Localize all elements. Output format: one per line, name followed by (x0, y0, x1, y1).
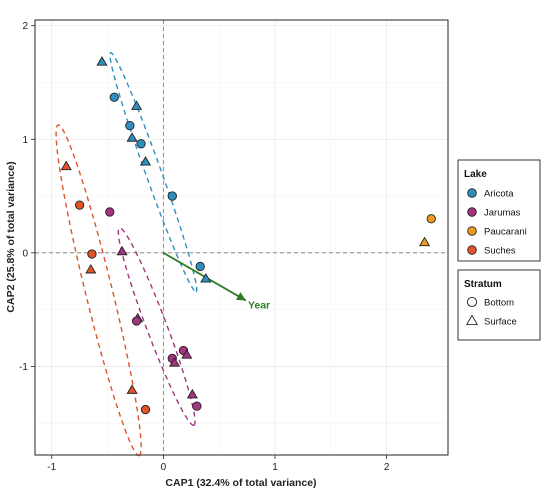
ellipse-aricota (109, 51, 198, 293)
legend-key-paucarani (467, 226, 477, 236)
ellipse-jarumas (117, 227, 196, 427)
point-aricota-bottom (167, 191, 177, 201)
legend-stratum: Stratum Bottom Surface (457, 269, 541, 341)
legend-label-paucarani: Paucarani (484, 227, 527, 238)
x-axis-title: CAP1 (32.4% of total variance) (165, 477, 316, 489)
legend-label-surface: Surface (484, 317, 517, 328)
point-aricota-surface (96, 56, 108, 66)
point-suches-surface (126, 384, 138, 394)
plot-panel (34, 19, 449, 456)
y-tick-label: 1 (22, 135, 28, 146)
x-tick-label: 0 (161, 462, 167, 473)
reference-lines (35, 20, 448, 455)
legend-label-suches: Suches (484, 246, 516, 257)
legend-lake-items: Aricota Jarumas Paucarani Suches (467, 188, 527, 257)
legend-key-aricota (467, 188, 477, 198)
legend-lake: Lake Aricota Jarumas Paucarani Suches (457, 159, 541, 262)
legend-label-aricota: Aricota (484, 189, 514, 200)
legend-key-jarumas (467, 207, 477, 217)
legend-lake-title: Lake (464, 169, 487, 180)
point-suches-surface (60, 160, 72, 171)
point-jarumas-surface (186, 388, 198, 399)
y-axis-title: CAP2 (25.8% of total variance) (5, 161, 17, 312)
legend-stratum-title: Stratum (464, 279, 502, 290)
point-suches-surface (85, 263, 97, 274)
point-aricota-bottom (109, 92, 119, 102)
legend-key-bottom (466, 296, 478, 308)
point-aricota-surface (200, 273, 212, 283)
point-jarumas-surface (181, 349, 193, 359)
x-tick-label: 1 (272, 462, 278, 473)
ellipses (55, 51, 198, 457)
point-paucarani-bottom (426, 214, 436, 224)
point-suches-bottom (87, 249, 97, 259)
year-arrow-label: Year (248, 300, 270, 312)
y-tick-label: -1 (19, 362, 28, 373)
legend-key-surface (465, 314, 479, 325)
ellipse-suches (55, 124, 142, 457)
y-tick-label: 0 (22, 248, 28, 259)
point-jarumas-bottom (131, 316, 142, 326)
legend-key-suches (467, 245, 477, 255)
axis-ticks: -1 0 1 2 -1 0 1 2 (19, 21, 390, 473)
legend-label-bottom: Bottom (484, 298, 514, 309)
point-aricota-bottom (136, 139, 146, 149)
year-arrow-head (235, 292, 246, 301)
point-jarumas-bottom (105, 207, 115, 217)
point-paucarani-surface (418, 236, 431, 247)
points (60, 56, 436, 415)
point-jarumas-surface (168, 357, 181, 367)
x-tick-label: 2 (384, 462, 390, 473)
point-aricota-surface (126, 132, 138, 142)
point-jarumas-surface (116, 245, 128, 256)
point-aricota-bottom (195, 261, 205, 272)
point-suches-bottom (74, 200, 85, 210)
y-tick-label: 2 (22, 21, 28, 32)
legend-stratum-items: Bottom Surface (465, 296, 517, 328)
plot-border (34, 19, 449, 456)
x-tick-label: -1 (47, 462, 56, 473)
point-aricota-bottom (125, 120, 135, 131)
point-aricota-surface (131, 100, 143, 110)
point-suches-bottom (140, 404, 151, 415)
point-jarumas-bottom (192, 401, 202, 411)
legend-label-jarumas: Jarumas (484, 208, 521, 219)
point-aricota-surface (139, 156, 152, 166)
